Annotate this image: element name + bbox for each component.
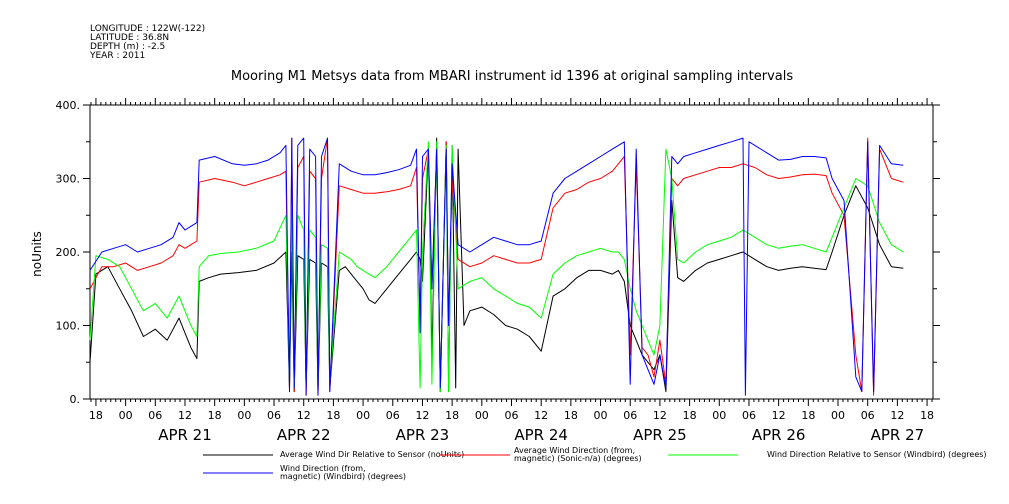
meta-latitude: LATITUDE : 36.8N [90,33,169,43]
legend: Average Wind Dir Relative to Sensor (noU… [203,446,987,481]
y-axis: 0. 100. 200. 300. 400. [56,99,940,406]
y-tick-label: 100. [56,320,81,333]
x-tick-label: 12 [178,409,192,422]
x-tick-label: 18 [326,409,340,422]
x-tick-label: 00 [237,409,251,422]
x-tick-label: 18 [564,409,578,422]
x-tick-label: 12 [297,409,311,422]
day-label: APR 27 [871,426,925,444]
series-line-1 [89,137,904,393]
day-label: APR 25 [633,426,687,444]
y-tick-label: 0. [70,393,81,406]
x-axis: 18 00 06 12 18 00 06 12 18 00 06 12 18 00 06 12 18 00 06 12… [89,98,934,444]
x-tick-label: 18 [801,409,815,422]
x-tick-label: 12 [534,409,548,422]
y-tick-label: 300. [56,173,81,186]
legend-label-3: Wind Direction Relative to Sensor (Windb… [767,450,987,459]
x-tick-label: 12 [890,409,904,422]
x-tick-label: 00 [356,409,370,422]
x-tick-label: 06 [861,409,875,422]
legend-label-1: Average Wind Dir Relative to Sensor (noU… [280,450,464,459]
x-tick-label: 06 [742,409,756,422]
x-tick-label: 12 [772,409,786,422]
x-tick-label: 00 [475,409,489,422]
x-tick-label: 06 [505,409,519,422]
x-tick-label: 18 [445,409,459,422]
x-tick-label: 18 [89,409,103,422]
series-line-2 [89,137,904,396]
x-tick-label: 18 [683,409,697,422]
day-label: APR 26 [752,426,806,444]
chart-title: Mooring M1 Metsys data from MBARI instru… [231,69,793,84]
x-tick-label: 00 [119,409,133,422]
day-label: APR 21 [158,426,212,444]
x-tick-label: 12 [415,409,429,422]
meta-depth: DEPTH (m) : -2.5 [90,42,165,52]
day-label: APR 23 [396,426,450,444]
x-tick-label: 18 [920,409,934,422]
x-tick-label: 06 [623,409,637,422]
x-tick-label: 06 [267,409,281,422]
day-label: APR 24 [514,426,568,444]
x-tick-label: 12 [653,409,667,422]
legend-label-4: Wind Direction (from, magnetic) (Windbird… [280,464,406,481]
x-tick-label: 00 [712,409,726,422]
plot-frame [89,104,934,400]
day-label: APR 22 [277,426,331,444]
y-axis-label: noUnits [30,231,44,277]
meta-longitude: LONGITUDE : 122W(-122) [90,24,205,34]
x-tick-label: 18 [208,409,222,422]
meta-year: YEAR : 2011 [89,51,145,61]
y-tick-label: 400. [56,99,81,112]
x-tick-label: 06 [148,409,162,422]
metadata-block: LONGITUDE : 122W(-122) LATITUDE : 36.8N … [89,24,205,61]
x-tick-label: 00 [831,409,845,422]
x-tick-label: 00 [594,409,608,422]
y-tick-label: 200. [56,246,81,259]
legend-label-2: Average Wind Direction (from, magnetic) (… [514,446,642,463]
series-lines [89,137,904,396]
x-tick-label: 06 [386,409,400,422]
series-line-4 [89,137,904,396]
